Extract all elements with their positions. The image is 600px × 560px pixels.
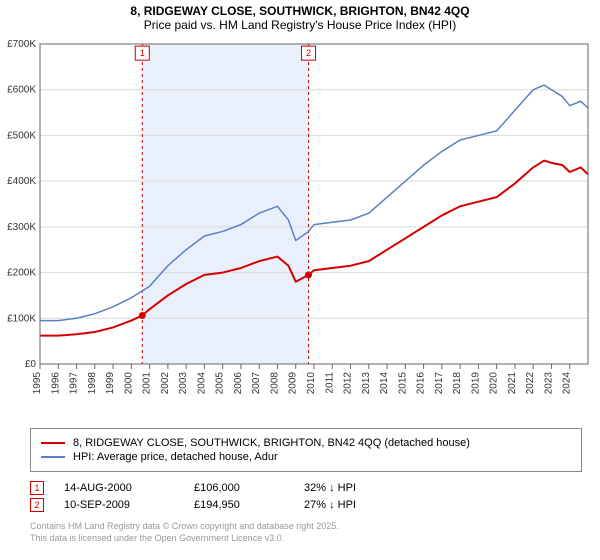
attribution-block: Contains HM Land Registry data © Crown c… (30, 521, 582, 544)
svg-text:2020: 2020 (489, 372, 500, 395)
svg-text:1995: 1995 (32, 372, 43, 395)
sale-diff-2: 27% ↓ HPI (304, 499, 394, 511)
svg-text:2022: 2022 (525, 372, 536, 395)
svg-text:1: 1 (140, 48, 145, 58)
svg-text:£300K: £300K (7, 222, 36, 233)
svg-text:£400K: £400K (7, 176, 36, 187)
sale-marker-1: 1 (30, 481, 44, 495)
svg-text:2007: 2007 (251, 372, 262, 395)
svg-text:£0: £0 (25, 359, 37, 370)
svg-text:£700K: £700K (7, 39, 36, 50)
svg-text:2018: 2018 (452, 372, 463, 395)
legend-label-property: 8, RIDGEWAY CLOSE, SOUTHWICK, BRIGHTON, … (73, 437, 470, 449)
sale-price-2: £194,950 (194, 499, 284, 511)
attribution-line1: Contains HM Land Registry data © Crown c… (30, 521, 582, 533)
svg-text:2000: 2000 (123, 372, 134, 395)
svg-text:2014: 2014 (379, 372, 390, 395)
svg-text:2010: 2010 (306, 372, 317, 395)
attribution-line2: This data is licensed under the Open Gov… (30, 533, 582, 545)
sale-diff-1: 32% ↓ HPI (304, 482, 394, 494)
sale-row-2: 2 10-SEP-2009 £194,950 27% ↓ HPI (30, 498, 582, 512)
sale-marker-2: 2 (30, 498, 44, 512)
sale-date-2: 10-SEP-2009 (64, 499, 174, 511)
title-block: 8, RIDGEWAY CLOSE, SOUTHWICK, BRIGHTON, … (0, 0, 600, 34)
svg-text:2019: 2019 (470, 372, 481, 395)
legend-item-property: 8, RIDGEWAY CLOSE, SOUTHWICK, BRIGHTON, … (41, 437, 571, 449)
svg-text:2015: 2015 (397, 372, 408, 395)
svg-text:1998: 1998 (87, 372, 98, 395)
chart-container: 8, RIDGEWAY CLOSE, SOUTHWICK, BRIGHTON, … (0, 0, 600, 560)
svg-text:2009: 2009 (288, 372, 299, 395)
svg-text:2006: 2006 (233, 372, 244, 395)
svg-text:1996: 1996 (50, 372, 61, 395)
title-subtitle: Price paid vs. HM Land Registry's House … (0, 18, 600, 32)
svg-text:2023: 2023 (543, 372, 554, 395)
svg-text:2017: 2017 (434, 372, 445, 395)
title-address: 8, RIDGEWAY CLOSE, SOUTHWICK, BRIGHTON, … (0, 4, 600, 18)
svg-text:2021: 2021 (507, 372, 518, 395)
legend-swatch-property (41, 442, 65, 444)
svg-text:£100K: £100K (7, 313, 36, 324)
legend-box: 8, RIDGEWAY CLOSE, SOUTHWICK, BRIGHTON, … (30, 428, 582, 472)
legend-item-hpi: HPI: Average price, detached house, Adur (41, 451, 571, 463)
sale-date-1: 14-AUG-2000 (64, 482, 174, 494)
svg-text:2024: 2024 (562, 372, 573, 395)
svg-text:£200K: £200K (7, 268, 36, 279)
sales-table: 1 14-AUG-2000 £106,000 32% ↓ HPI 2 10-SE… (30, 478, 582, 515)
svg-text:1997: 1997 (69, 372, 80, 395)
svg-text:2016: 2016 (416, 372, 427, 395)
sale-price-1: £106,000 (194, 482, 284, 494)
svg-text:2004: 2004 (196, 372, 207, 395)
svg-text:£600K: £600K (7, 85, 36, 96)
legend-swatch-hpi (41, 456, 65, 458)
svg-text:2011: 2011 (324, 372, 335, 394)
svg-text:2012: 2012 (343, 372, 354, 395)
svg-text:2008: 2008 (269, 372, 280, 395)
svg-text:2002: 2002 (160, 372, 171, 395)
svg-text:£500K: £500K (7, 130, 36, 141)
svg-text:2005: 2005 (215, 372, 226, 395)
svg-text:2001: 2001 (142, 372, 153, 395)
svg-text:2: 2 (306, 48, 311, 58)
chart-area: £0 £100K £200K £300K £400K £500K £600K £700K 199… (0, 34, 600, 422)
legend-label-hpi: HPI: Average price, detached house, Adur (73, 451, 278, 463)
price-chart-svg: £0 £100K £200K £300K £400K £500K £600K £700K 199… (0, 34, 600, 422)
svg-text:1999: 1999 (105, 372, 116, 395)
svg-text:2013: 2013 (361, 372, 372, 395)
sale-row-1: 1 14-AUG-2000 £106,000 32% ↓ HPI (30, 481, 582, 495)
svg-text:2003: 2003 (178, 372, 189, 395)
